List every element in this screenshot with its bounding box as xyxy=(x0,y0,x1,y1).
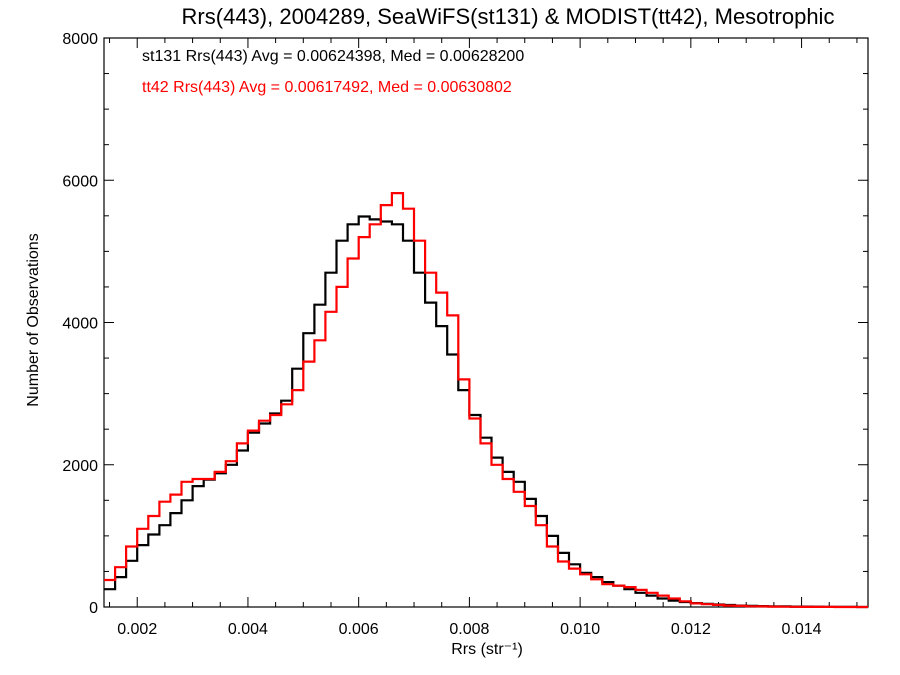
x-tick-label: 0.006 xyxy=(339,621,379,638)
legend-tt42: tt42 Rrs(443) Avg = 0.00617492, Med = 0.… xyxy=(142,79,512,96)
series-line-0 xyxy=(104,215,868,609)
x-tick-label: 0.002 xyxy=(117,621,157,638)
y-tick-label: 8000 xyxy=(62,31,98,48)
x-tick-label: 0.010 xyxy=(560,621,600,638)
y-tick-label: 2000 xyxy=(62,458,98,475)
x-tick-label: 0.004 xyxy=(228,621,268,638)
y-tick-label: 0 xyxy=(89,600,98,617)
x-axis-label: Rrs (str⁻¹) xyxy=(451,641,523,658)
chart-title: Rrs(443), 2004289, SeaWiFS(st131) & MODI… xyxy=(182,4,835,29)
x-tick-label: 0.014 xyxy=(782,621,822,638)
plot-area: 0.002 0.004 0.006 0.008 0.010 0.012 0.014 0 2000… xyxy=(62,31,869,638)
y-axis-label: Number of Observations xyxy=(25,233,42,406)
x-tick-label: 0.012 xyxy=(671,621,711,638)
series-line-1 xyxy=(104,192,868,609)
y-tick-label: 4000 xyxy=(62,316,98,333)
legend-st131: st131 Rrs(443) Avg = 0.00624398, Med = 0… xyxy=(142,48,524,65)
plot-frame xyxy=(103,37,869,608)
y-tick-label: 6000 xyxy=(62,173,98,190)
x-tick-label: 0.008 xyxy=(449,621,489,638)
